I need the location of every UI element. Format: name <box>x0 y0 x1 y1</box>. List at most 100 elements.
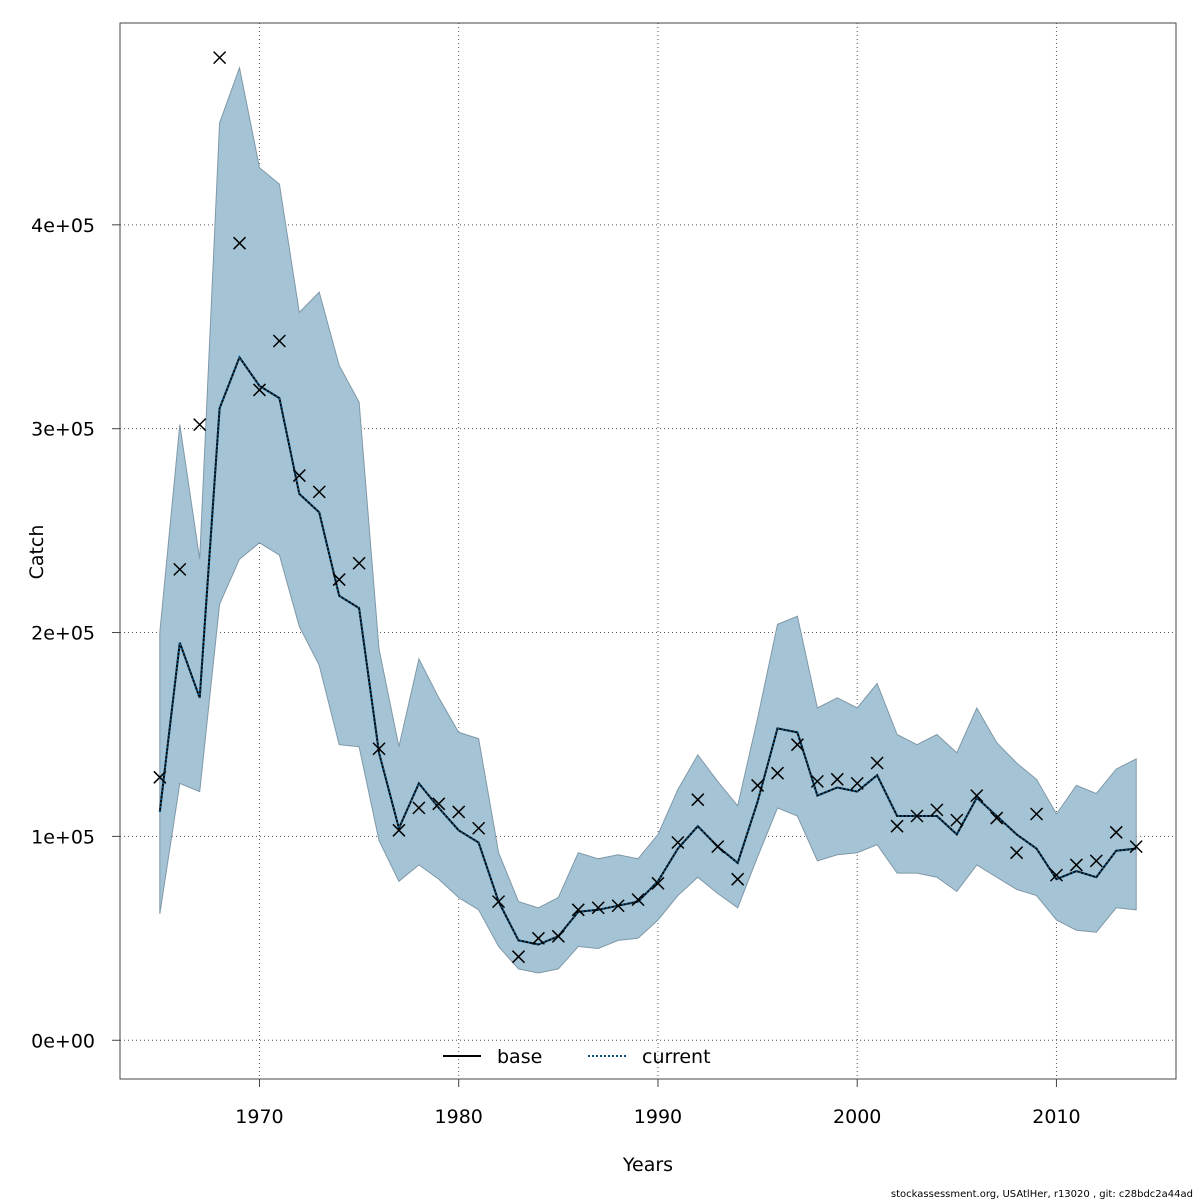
observed-marker-stroke <box>153 770 167 784</box>
observed-marker-stroke <box>890 819 904 833</box>
observed-marker-stroke <box>1129 840 1143 854</box>
observed-point-1965 <box>153 770 167 784</box>
observed-marker-stroke <box>511 950 526 964</box>
legend: base current <box>443 1046 711 1068</box>
observed-point-1977 <box>392 823 406 837</box>
observed-point-2000 <box>850 776 864 790</box>
observed-marker-stroke <box>312 485 326 499</box>
observed-marker-stroke <box>412 801 426 815</box>
legend-base-label: base <box>497 1046 542 1068</box>
observed-marker-stroke <box>193 418 207 432</box>
observed-marker-stroke <box>950 813 964 827</box>
observed-point-1999 <box>830 772 844 786</box>
observed-point-2009 <box>1029 807 1044 821</box>
observed-point-1973 <box>312 485 326 499</box>
observed-point-1971 <box>272 334 286 348</box>
observed-point-1967 <box>193 418 207 432</box>
observed-marker-stroke <box>671 835 685 850</box>
observed-marker-stroke <box>990 811 1004 825</box>
observed-marker-stroke <box>790 738 804 752</box>
observed-point-1993 <box>711 840 725 854</box>
observed-marker-stroke <box>1089 854 1103 868</box>
confidence-band <box>159 65 1137 974</box>
observed-marker-stroke <box>1069 858 1083 872</box>
y-axis: 0e+00 1e+05 2e+05 3e+05 4e+05 <box>31 215 120 1052</box>
observed-point-1966 <box>173 562 187 576</box>
observed-marker-stroke <box>292 469 306 483</box>
observed-point-2005 <box>950 813 964 827</box>
y-axis-title: Catch <box>26 525 48 580</box>
observed-point-2010 <box>1049 868 1063 882</box>
footer-credit: stockassessment.org, USAtlHer, r13020 , … <box>891 1189 1193 1200</box>
x-tick-label: 2000 <box>833 1106 881 1128</box>
observed-marker-stroke <box>1109 825 1123 839</box>
legend-current-label: current <box>642 1046 711 1068</box>
observed-point-1989 <box>631 893 645 907</box>
observed-marker-stroke <box>571 903 585 917</box>
observed-point-1968 <box>213 51 227 65</box>
confidence-band-area <box>159 65 1137 974</box>
observed-marker-stroke <box>850 776 864 790</box>
observed-marker-stroke <box>432 797 446 811</box>
observed-point-1986 <box>571 903 585 917</box>
series-line-current <box>158 355 1137 946</box>
observed-point-1987 <box>591 901 605 915</box>
observed-point-1975 <box>352 556 366 570</box>
y-tick-label: 3e+05 <box>31 419 95 441</box>
y-tick-label: 4e+05 <box>31 215 95 237</box>
observed-point-1997 <box>790 738 804 752</box>
observed-marker-stroke <box>551 929 565 943</box>
observed-point-2011 <box>1069 858 1083 872</box>
x-tick-label: 1970 <box>235 1106 283 1128</box>
observed-point-2004 <box>930 803 944 817</box>
observed-marker-stroke <box>233 236 247 250</box>
x-axis-title: Years <box>622 1154 673 1176</box>
y-tick-label: 2e+05 <box>31 623 95 645</box>
observed-point-2007 <box>990 811 1004 825</box>
observed-point-1994 <box>731 872 745 886</box>
observed-marker-stroke <box>870 756 884 770</box>
observed-marker-stroke <box>930 803 944 817</box>
observed-marker-stroke <box>591 901 605 915</box>
observed-point-1983 <box>511 950 526 964</box>
observed-marker-stroke <box>492 895 506 909</box>
observed-marker-stroke <box>611 899 625 913</box>
x-tick-label: 1990 <box>634 1106 682 1128</box>
observed-point-1991 <box>671 835 685 850</box>
observed-marker-stroke <box>213 51 227 65</box>
observed-point-2014 <box>1129 840 1143 854</box>
observed-marker-stroke <box>472 821 486 835</box>
observed-points <box>153 51 1143 964</box>
observed-marker-stroke <box>272 334 286 348</box>
observed-marker-stroke <box>751 778 765 792</box>
series-lines <box>158 355 1137 946</box>
observed-point-1976 <box>372 742 386 756</box>
observed-point-2001 <box>870 756 884 770</box>
observed-point-1970 <box>252 383 267 397</box>
observed-marker-stroke <box>452 805 466 819</box>
observed-marker-stroke <box>770 766 785 780</box>
x-axis: 1970 1980 1990 2000 2010 <box>235 1079 1081 1128</box>
observed-point-1988 <box>611 899 625 913</box>
x-tick-label: 2010 <box>1032 1106 1080 1128</box>
observed-point-1995 <box>751 778 765 792</box>
observed-point-1990 <box>651 876 665 890</box>
observed-point-2008 <box>1010 846 1024 860</box>
observed-marker-stroke <box>691 793 705 807</box>
observed-point-1972 <box>292 469 306 483</box>
grid-lines <box>120 23 1176 1079</box>
observed-marker-stroke <box>631 893 645 907</box>
observed-marker-stroke <box>810 774 824 788</box>
observed-point-2012 <box>1089 854 1103 868</box>
observed-point-1985 <box>551 929 565 943</box>
observed-marker-stroke <box>651 876 665 890</box>
observed-point-2003 <box>910 809 924 823</box>
observed-marker-stroke <box>392 823 406 837</box>
observed-marker-stroke <box>910 809 924 823</box>
observed-marker-stroke <box>830 772 844 786</box>
y-tick-label: 0e+00 <box>31 1030 95 1052</box>
observed-point-2013 <box>1109 825 1123 839</box>
plot-region <box>119 22 1177 1080</box>
observed-point-1974 <box>332 573 346 587</box>
